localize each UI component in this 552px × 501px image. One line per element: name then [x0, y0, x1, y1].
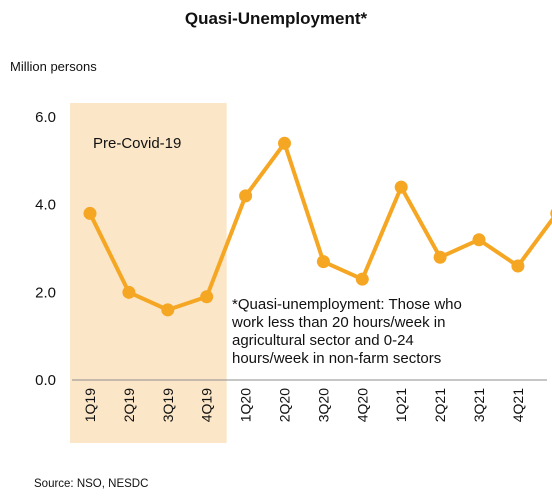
x-tick-label: 1Q19 [82, 388, 98, 422]
x-tick-label: 4Q20 [354, 388, 370, 422]
y-axis-unit-label: Million persons [10, 59, 97, 74]
data-point [200, 290, 214, 304]
data-point [161, 303, 175, 317]
y-tick-label: 4.0 [35, 197, 56, 214]
data-point [511, 259, 525, 273]
y-tick-label: 6.0 [35, 109, 56, 126]
x-tick-label: 3Q20 [315, 388, 331, 422]
pre-covid-band [70, 103, 227, 443]
x-tick-label: 1Q20 [238, 388, 254, 422]
data-point [472, 233, 486, 247]
source-note: Source: NSO, NESDC [34, 478, 149, 490]
x-tick-label: 4Q21 [510, 388, 526, 422]
x-tick-label: 1Q21 [393, 388, 409, 422]
data-point [355, 272, 369, 286]
chart-title: Quasi-Unemployment* [184, 9, 368, 28]
data-point [433, 250, 447, 264]
y-tick-label: 0.0 [35, 372, 56, 389]
x-tick-label: 2Q20 [277, 388, 293, 422]
x-tick-label: 3Q21 [471, 388, 487, 422]
x-tick-label: 2Q19 [121, 388, 137, 422]
x-tick-label: 3Q19 [160, 388, 176, 422]
data-point [122, 285, 136, 299]
pre-covid-band-label: Pre-Covid-19 [93, 135, 181, 152]
x-tick-label: 2Q21 [432, 388, 448, 422]
data-point [239, 189, 253, 203]
x-tick-label: 1Q22 [549, 388, 552, 422]
x-tick-label: 4Q19 [199, 388, 215, 422]
data-point [278, 136, 291, 150]
data-point [316, 255, 330, 269]
data-point [83, 206, 97, 220]
data-point [394, 180, 408, 194]
y-tick-label: 2.0 [35, 284, 56, 301]
definition-note: *Quasi-unemployment: Those who work less… [232, 296, 462, 367]
